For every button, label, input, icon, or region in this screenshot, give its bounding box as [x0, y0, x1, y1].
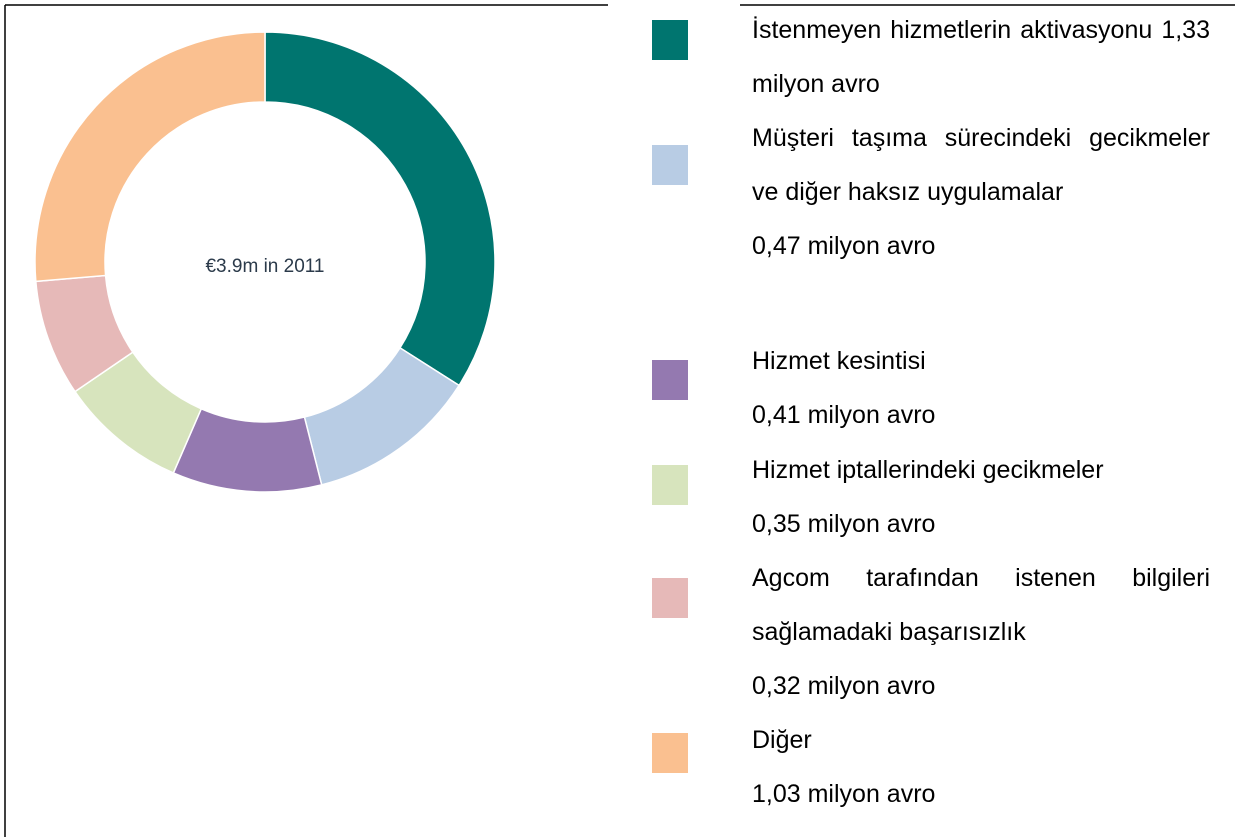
legend-value: 1,03 milyon avro [752, 780, 936, 808]
legend-item: Müşteri taşıma sürecindeki gecikmeler ve… [752, 111, 1210, 273]
legend-swatch [652, 465, 688, 505]
legend-value: 0,35 milyon avro [752, 510, 936, 538]
legend-swatch [652, 360, 688, 400]
legend-label: Hizmet iptallerindeki gecikmeler [752, 456, 1104, 484]
legend-swatch [652, 733, 688, 773]
legend-label: Hizmet kesintisi [752, 347, 926, 375]
legend-item: İstenmeyen hizmetlerin aktivasyonu 1,33 … [752, 3, 1210, 111]
legend-item: Diğer 1,03 milyon avro [752, 713, 1210, 821]
center-label: €3.9m in 2011 [205, 256, 324, 277]
legend-label: Agcom tarafından istenen bilgileri sağla… [752, 564, 1210, 646]
legend-item: Agcom tarafından istenen bilgileri sağla… [752, 551, 1210, 713]
legend-label: İstenmeyen hizmetlerin aktivasyonu [752, 16, 1153, 44]
legend-value: 0,47 milyon avro [752, 232, 936, 260]
donut-slice [264, 31, 496, 387]
legend-swatch [652, 578, 688, 618]
legend-item: Hizmet iptallerindeki gecikmeler 0,35 mi… [752, 443, 1210, 551]
legend-label: Diğer [752, 726, 812, 754]
legend-value: 0,41 milyon avro [752, 401, 936, 429]
legend-value: 0,32 milyon avro [752, 672, 936, 700]
legend-swatch [652, 20, 688, 60]
legend-value: 1,33 milyon avro [752, 16, 1210, 98]
legend-item: Hizmet kesintisi 0,41 milyon avro [752, 334, 1210, 442]
legend-swatch [652, 145, 688, 185]
legend-label: Müşteri taşıma sürecindeki gecikmeler ve… [752, 124, 1210, 206]
donut-slice [34, 31, 266, 283]
